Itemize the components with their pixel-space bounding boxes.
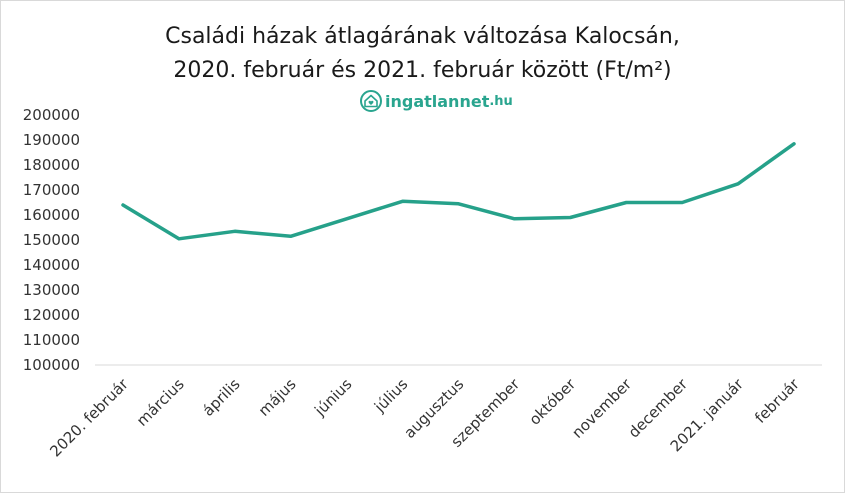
- y-tick-label: 140000: [23, 256, 80, 274]
- x-tick-label: július: [370, 375, 411, 416]
- y-tick-label: 120000: [23, 306, 80, 324]
- x-tick-label: november: [568, 375, 635, 442]
- series-line: [121, 142, 796, 241]
- ingatlannet-logo: ingatlannet .hu: [360, 89, 513, 113]
- chart-title-line1: Családi házak átlagárának változása Kalo…: [165, 24, 680, 49]
- y-axis: 100000 110000 120000 130000 140000 150000 1600…: [23, 106, 80, 374]
- chart-title-line2: 2020. február és 2021. február között (F…: [173, 58, 672, 83]
- y-tick-label: 200000: [23, 106, 80, 124]
- x-tick-label: február: [751, 375, 803, 427]
- x-tick-label: április: [199, 375, 244, 420]
- series-group: [121, 142, 796, 241]
- y-tick-label: 130000: [23, 281, 80, 299]
- y-tick-label: 100000: [23, 356, 80, 374]
- x-axis-labels: 2020. február március április május június jú…: [46, 375, 803, 461]
- x-tick-label: június: [310, 375, 355, 420]
- y-tick-label: 170000: [23, 181, 80, 199]
- y-tick-label: 190000: [23, 131, 80, 149]
- house-heart-icon: [360, 90, 382, 112]
- y-tick-label: 110000: [23, 331, 80, 349]
- y-tick-label: 150000: [23, 231, 80, 249]
- y-tick-label: 180000: [23, 156, 80, 174]
- logo-text: ingatlannet: [385, 91, 490, 111]
- x-tick-label: 2020. február: [46, 375, 132, 461]
- x-tick-label: március: [133, 375, 188, 430]
- logo-tld: .hu: [489, 93, 513, 109]
- x-tick-label: május: [255, 375, 300, 420]
- y-tick-label: 160000: [23, 206, 80, 224]
- x-tick-label: október: [526, 375, 580, 429]
